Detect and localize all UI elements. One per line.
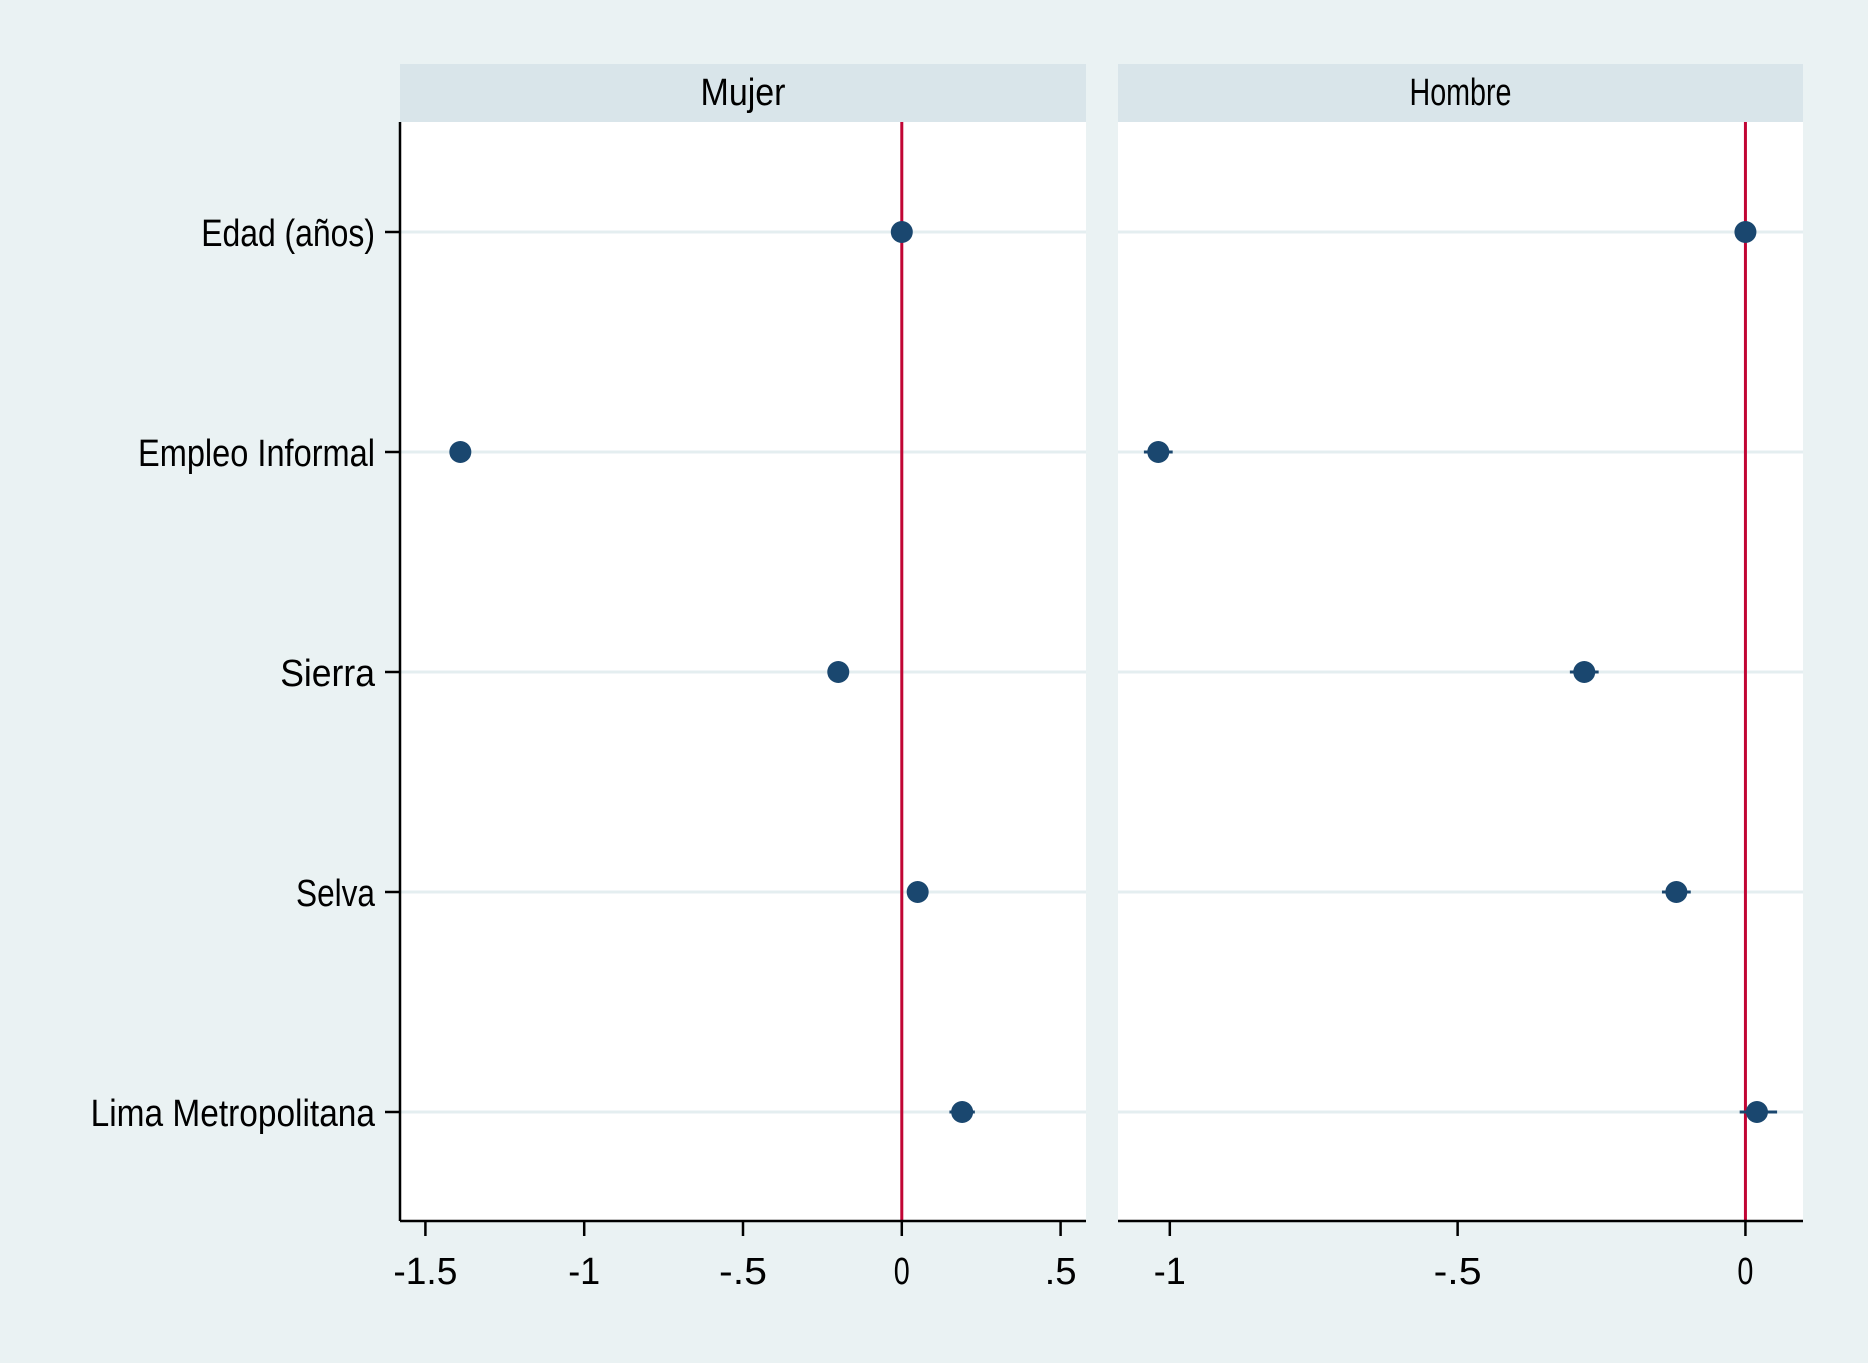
y-tick-label: Sierra bbox=[280, 653, 376, 695]
point-estimate bbox=[951, 1101, 974, 1123]
x-tick-label: .5 bbox=[1045, 1251, 1077, 1293]
y-tick-label: Edad (años) bbox=[201, 213, 375, 255]
panel-strip bbox=[400, 64, 1086, 122]
point-estimate bbox=[1745, 1101, 1768, 1123]
x-tick-label: 0 bbox=[1737, 1251, 1753, 1293]
y-tick-label: Empleo Informal bbox=[138, 433, 375, 475]
point-estimate bbox=[1665, 881, 1688, 903]
point-estimate bbox=[906, 881, 929, 903]
y-tick-label: Selva bbox=[296, 873, 376, 915]
point-estimate bbox=[827, 661, 850, 683]
point-estimate bbox=[1573, 661, 1596, 683]
x-tick-label: -1.5 bbox=[393, 1251, 457, 1293]
x-tick-label: -.5 bbox=[1434, 1251, 1482, 1293]
x-tick-label: 0 bbox=[894, 1251, 910, 1293]
panel-hombre: Hombre -1 -.5 0 bbox=[1118, 64, 1803, 1293]
x-tick-label: -1 bbox=[1154, 1251, 1186, 1293]
x-tick-label: -1 bbox=[568, 1251, 600, 1293]
x-tick-label: -.5 bbox=[719, 1251, 767, 1293]
panel-title: Hombre bbox=[1410, 72, 1512, 114]
point-estimate bbox=[1147, 441, 1170, 463]
panel-mujer: Mujer -1.5 -1 -.5 0 .5 bbox=[393, 64, 1086, 1293]
y-tick-label: Lima Metropolitana bbox=[91, 1093, 376, 1135]
point-estimate bbox=[1734, 221, 1757, 243]
point-estimate bbox=[449, 441, 472, 463]
panel-strip bbox=[1118, 64, 1803, 122]
point-estimate bbox=[890, 221, 913, 243]
panel-title: Mujer bbox=[701, 72, 786, 114]
